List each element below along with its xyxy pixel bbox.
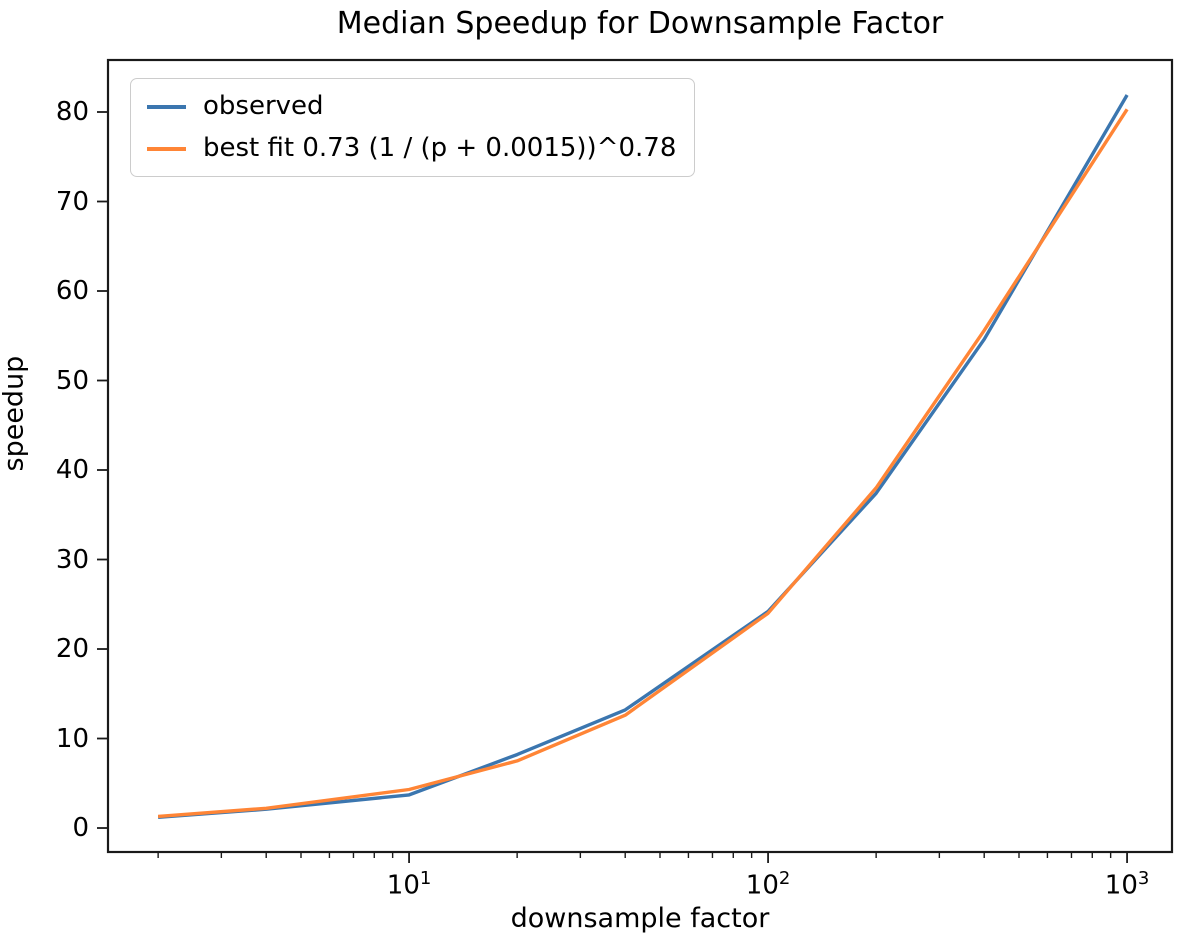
y-tick-label: 10: [55, 723, 89, 754]
y-tick-label: 80: [55, 97, 89, 127]
legend-label: observed: [203, 91, 324, 121]
y-tick-label: 70: [55, 186, 89, 217]
legend-line-swatch-icon: [147, 104, 186, 109]
y-tick-label: 20: [55, 634, 89, 664]
x-axis-label: downsample factor: [510, 903, 770, 934]
y-tick-label: 60: [55, 276, 89, 306]
legend-label: best fit 0.73 (1 / (p + 0.0015))^0.78: [203, 133, 677, 163]
y-tick-label: 0: [72, 813, 89, 843]
legend: observed best fit 0.73 (1 / (p + 0.0015))…: [130, 78, 696, 177]
y-tick-label: 30: [55, 544, 89, 575]
x-tick-label: 103: [1104, 868, 1150, 901]
x-tick-label: 101: [386, 868, 432, 901]
x-tick-label: 102: [745, 868, 791, 901]
legend-item: observed: [147, 90, 676, 123]
observed-line: [157, 94, 1129, 819]
legend-line-swatch-icon: [147, 146, 186, 151]
chart-title: Median Speedup for Downsample Factor: [336, 6, 944, 41]
axes-spines: [106, 58, 1174, 854]
y-tick-label: 40: [55, 455, 89, 485]
y-tick-label: 50: [55, 365, 89, 396]
best-fit-line: [157, 108, 1129, 819]
legend-item: best fit 0.73 (1 / (p + 0.0015))^0.78: [147, 132, 676, 165]
